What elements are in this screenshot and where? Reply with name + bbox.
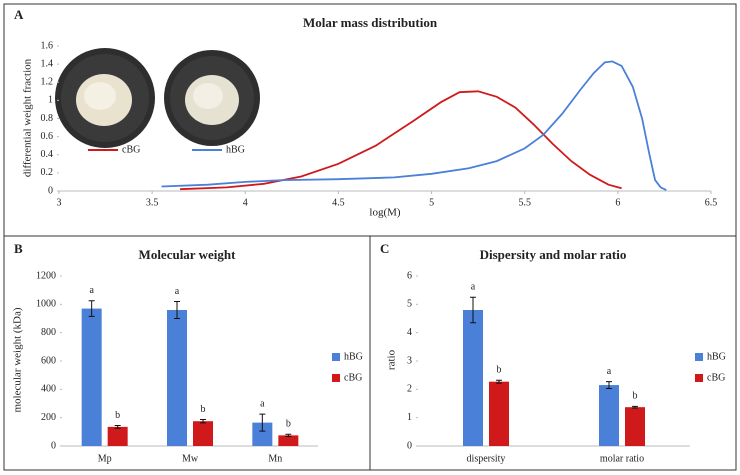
x-tick-label: 3 (57, 197, 62, 208)
significance-letter: a (89, 285, 94, 296)
legend-label: hBG (344, 351, 363, 362)
y-tick-label: 0.4 (41, 149, 54, 160)
y-tick-label: 0 (48, 185, 53, 196)
sample-photo (164, 50, 260, 146)
bar (625, 407, 645, 446)
x-tick-label: 6.5 (705, 197, 718, 208)
significance-letter: b (286, 419, 291, 430)
panel-label: B (14, 241, 23, 256)
series-line (180, 90, 622, 191)
y-tick-label: 1200 (36, 270, 56, 281)
y-tick-label: 3 (407, 355, 412, 366)
bar (599, 385, 619, 446)
bar (193, 421, 213, 446)
significance-letter: a (607, 366, 612, 377)
error-bar (496, 379, 502, 384)
y-tick-label: 600 (41, 355, 56, 366)
series-line (161, 60, 667, 191)
y-tick-label: 1.6 (41, 40, 54, 51)
sample-photo (55, 48, 155, 148)
bar (167, 310, 187, 446)
significance-letter: a (471, 282, 476, 293)
panel-label: A (14, 7, 24, 22)
bar (463, 310, 483, 446)
significance-letter: b (633, 391, 638, 402)
x-tick-label: 3.5 (146, 197, 159, 208)
x-tick-label: molar ratio (600, 453, 644, 464)
y-tick-label: 1.2 (41, 77, 54, 88)
y-tick-label: 0.2 (41, 167, 54, 178)
x-axis-label: log(M) (369, 207, 401, 219)
legend-label: cBG (344, 372, 362, 383)
y-tick-label: 2 (407, 384, 412, 395)
chart-title: Molecular weight (139, 247, 237, 262)
error-bar (174, 301, 180, 319)
error-bar (88, 300, 95, 317)
x-tick-label: Mn (268, 453, 282, 464)
x-tick-label: dispersity (467, 453, 506, 464)
bar (278, 435, 299, 446)
x-tick-label: 4 (243, 197, 248, 208)
x-tick-label: 6 (615, 197, 620, 208)
y-tick-label: 1.4 (41, 58, 54, 69)
legend-swatch (332, 374, 340, 382)
legend-label: cBG (122, 144, 140, 155)
legend-swatch (695, 374, 703, 382)
legend-label: cBG (707, 372, 725, 383)
significance-letter: b (201, 404, 206, 415)
error-bar (114, 424, 121, 429)
x-tick-label: 4.5 (332, 197, 345, 208)
y-tick-label: 6 (407, 270, 412, 281)
error-bar (470, 296, 476, 324)
y-axis-label: ratio (386, 349, 398, 370)
y-tick-label: 0 (407, 440, 412, 451)
x-tick-label: 5 (429, 197, 434, 208)
bar (107, 426, 128, 446)
legend-swatch (695, 353, 703, 361)
y-tick-label: 1000 (36, 299, 56, 310)
chart-title: Dispersity and molar ratio (480, 247, 627, 262)
y-tick-label: 4 (407, 327, 412, 338)
error-bar (285, 433, 292, 438)
legend-label: hBG (707, 351, 726, 362)
y-tick-label: 0.8 (41, 113, 54, 124)
y-tick-label: 1 (407, 412, 412, 423)
error-bar (632, 405, 638, 409)
y-tick-label: 5 (407, 299, 412, 310)
x-tick-label: 5.5 (518, 197, 531, 208)
legend-label: hBG (226, 144, 245, 155)
y-tick-label: 0.6 (41, 131, 54, 142)
significance-letter: b (497, 365, 502, 376)
panel-label: C (380, 241, 389, 256)
significance-letter: b (115, 410, 120, 421)
error-bar (200, 419, 206, 424)
significance-letter: a (260, 398, 265, 409)
chart-title: Molar mass distribution (303, 15, 438, 30)
error-bar (606, 381, 612, 389)
bar (489, 381, 509, 446)
y-tick-label: 200 (41, 412, 56, 423)
legend-swatch (332, 353, 340, 361)
error-bar (259, 413, 266, 432)
y-tick-label: 400 (41, 384, 56, 395)
y-tick-label: 0 (51, 440, 56, 451)
y-axis-label: differential weight fraction (22, 58, 34, 177)
significance-letter: a (175, 286, 180, 297)
y-tick-label: 800 (41, 327, 56, 338)
x-tick-label: Mw (182, 453, 199, 464)
y-axis-label: molecular weight (kDa) (12, 307, 24, 412)
x-tick-label: Mp (98, 453, 112, 464)
y-tick-label: 1 (48, 95, 53, 106)
bar (81, 308, 102, 446)
bar (252, 422, 273, 446)
